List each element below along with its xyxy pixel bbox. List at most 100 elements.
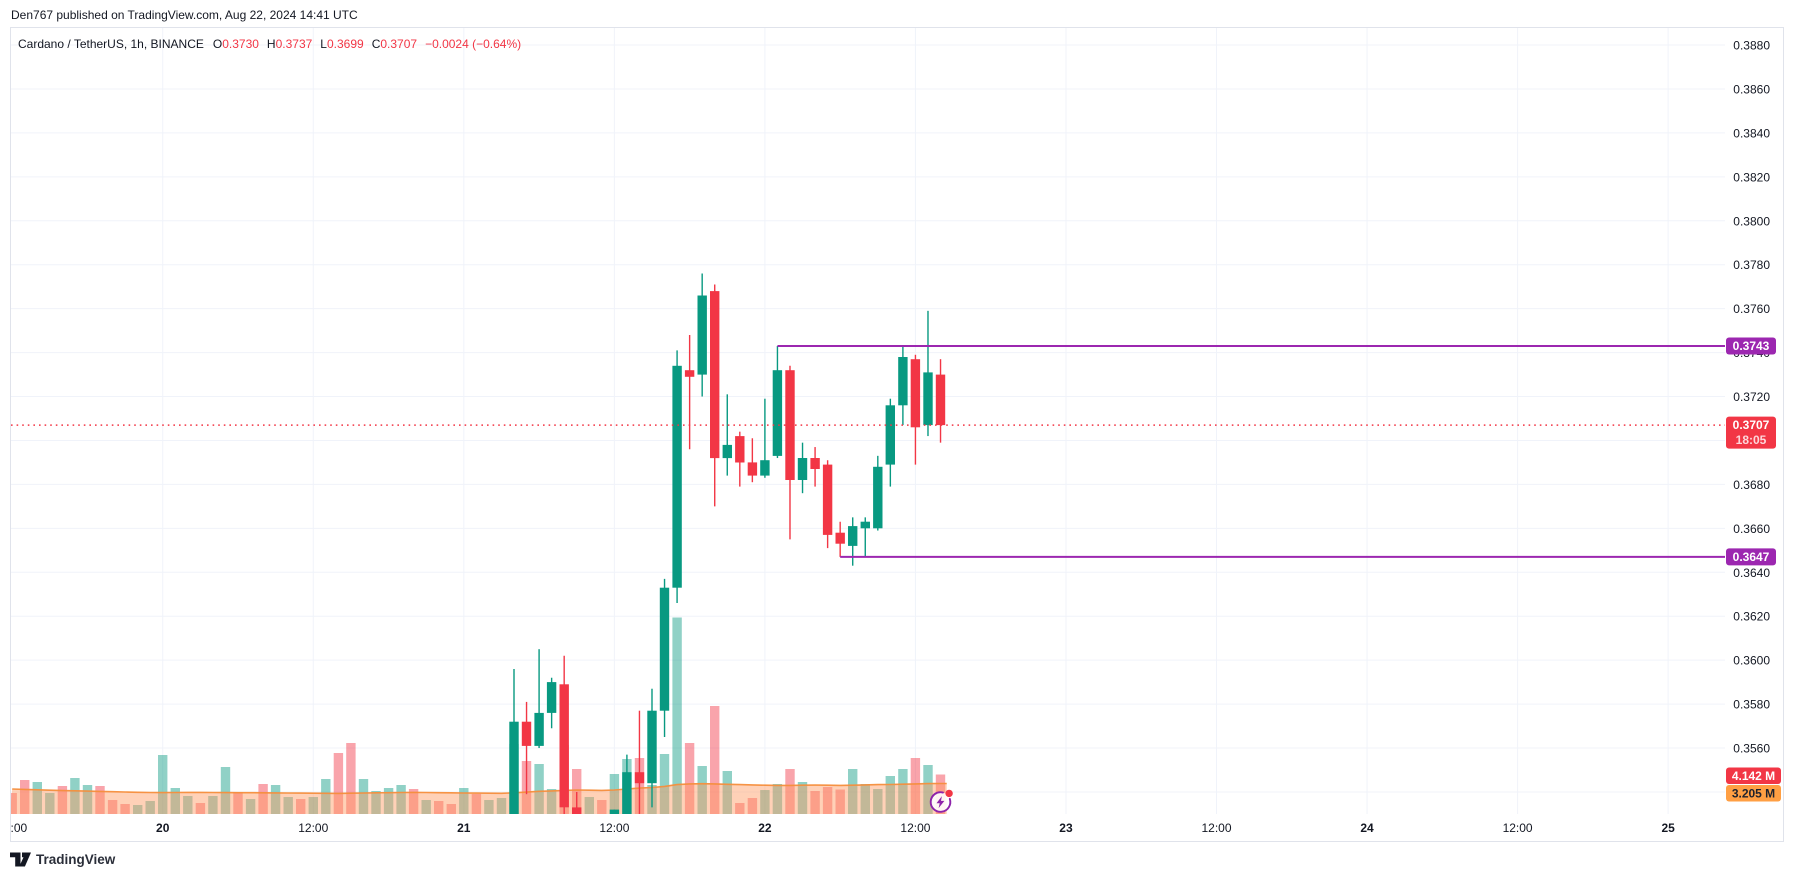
level-price-pill-text: 0.3743 — [1733, 339, 1770, 353]
volume-bar — [898, 769, 908, 814]
candle-body — [659, 587, 670, 711]
snapshot-logo-dot — [945, 789, 953, 798]
time-axis-label: 22 — [758, 821, 772, 835]
volume-bar — [296, 799, 306, 814]
level-price-pill-bg — [1726, 548, 1776, 566]
candle-body — [246, 840, 255, 841]
candle-body — [233, 825, 242, 841]
candle — [835, 521, 845, 557]
candle-body — [559, 684, 569, 808]
candle — [935, 359, 946, 443]
candle — [171, 823, 180, 841]
snapshot-logo-icon — [929, 789, 953, 813]
candle-body — [885, 405, 895, 465]
tradingview-logo-icon — [10, 852, 31, 866]
candle-body — [647, 710, 657, 784]
volume-bar — [710, 706, 720, 814]
candle — [572, 791, 582, 814]
candle-body — [684, 370, 695, 377]
candle-body — [672, 365, 682, 588]
candle — [898, 345, 908, 426]
volume-bar — [785, 769, 795, 814]
candle-body — [534, 712, 544, 746]
candle — [822, 460, 833, 549]
candle — [810, 447, 820, 487]
volume-bar — [283, 797, 293, 814]
volume-bar — [183, 796, 193, 814]
candle-body — [923, 372, 933, 426]
candle — [509, 668, 519, 814]
price-chart[interactable]: 0.3880 0.3860 0.3840 0.3820 0.3800 0.3780 0.37… — [11, 28, 1783, 841]
time-axis-label: 24 — [1360, 821, 1374, 835]
volume-bar — [810, 791, 820, 814]
candle-body — [622, 772, 632, 814]
volume-bar — [772, 784, 783, 814]
time-axis-label: 12:00 — [1503, 821, 1533, 835]
volume-bar — [684, 743, 695, 814]
candle-body — [935, 374, 946, 426]
volume-bar — [459, 788, 469, 814]
candle — [848, 517, 858, 566]
candle — [246, 836, 255, 841]
price-axis-label: 0.3820 — [1733, 170, 1770, 184]
volume-bar — [534, 764, 544, 814]
volume-ma-pill: 3.205 M — [1726, 785, 1781, 802]
candle — [672, 350, 682, 604]
volume-bar — [145, 801, 155, 814]
candle-body — [171, 827, 180, 831]
candle — [622, 754, 632, 814]
candle-body — [634, 772, 645, 784]
volume-ma-pill-text: 3.205 M — [1732, 787, 1775, 801]
price-axis-label: 0.3860 — [1733, 82, 1770, 96]
gridlines — [11, 28, 1725, 814]
candle — [183, 821, 192, 841]
volume-bar — [32, 782, 42, 814]
volume-value-pill-bg — [1726, 767, 1781, 784]
candle — [521, 701, 532, 795]
price-axis-label: 0.3760 — [1733, 302, 1770, 316]
volume-bar — [383, 788, 394, 814]
candle-body — [910, 359, 921, 428]
candle-body — [334, 836, 343, 841]
tradingview-watermark[interactable]: TradingView — [10, 849, 115, 869]
price-axis[interactable]: 0.3880 0.3860 0.3840 0.3820 0.3800 0.3780 0.37… — [1733, 39, 1770, 756]
candle — [196, 821, 205, 841]
volume-bar — [11, 793, 17, 814]
volume-bar — [484, 800, 494, 814]
volume-bar — [697, 766, 707, 814]
volume-bar — [158, 755, 168, 814]
snapshot-logo-circle — [929, 791, 952, 813]
volume-bar — [822, 787, 833, 814]
time-axis-label: 12:00 — [1202, 821, 1232, 835]
candle-body — [321, 836, 330, 841]
volume-bar — [609, 774, 620, 814]
volume-bar — [120, 804, 130, 814]
candle — [585, 818, 594, 838]
candle-body — [697, 295, 707, 375]
price-axis-label: 0.3800 — [1733, 214, 1770, 228]
candle-body — [572, 807, 582, 814]
price-axis-label: 0.3780 — [1733, 258, 1770, 272]
volume-ma-line — [12, 782, 947, 795]
candle — [923, 310, 933, 437]
ohlc-field-H: H0.3737 — [266, 37, 313, 51]
candle — [772, 345, 783, 459]
volume-bar — [233, 792, 243, 814]
volume-bar — [584, 797, 594, 814]
volume-bar — [873, 789, 883, 814]
candle — [697, 273, 707, 397]
volume-bar — [57, 786, 68, 814]
time-axis[interactable]: 12:00 20 12:00 21 12:00 22 12:00 23 12:00 24 12:00… — [11, 821, 1675, 835]
volume-ma-area — [11, 783, 947, 814]
time-axis-label: 23 — [1059, 821, 1073, 835]
ohlc-field-O: O0.3730 — [212, 37, 259, 51]
candle — [873, 455, 883, 531]
volume-bar — [835, 789, 845, 814]
volume-bar — [496, 798, 507, 814]
attribution-text: Den767 published on TradingView.com, Aug… — [11, 8, 358, 22]
volume-bar — [396, 785, 406, 814]
candle — [710, 284, 720, 507]
volume-bar — [358, 779, 369, 814]
level-price-pill-bg — [1726, 337, 1776, 355]
symbol-legend[interactable]: Cardano / TetherUS, 1h, BINANCE O0.3730 H0… — [18, 36, 521, 52]
